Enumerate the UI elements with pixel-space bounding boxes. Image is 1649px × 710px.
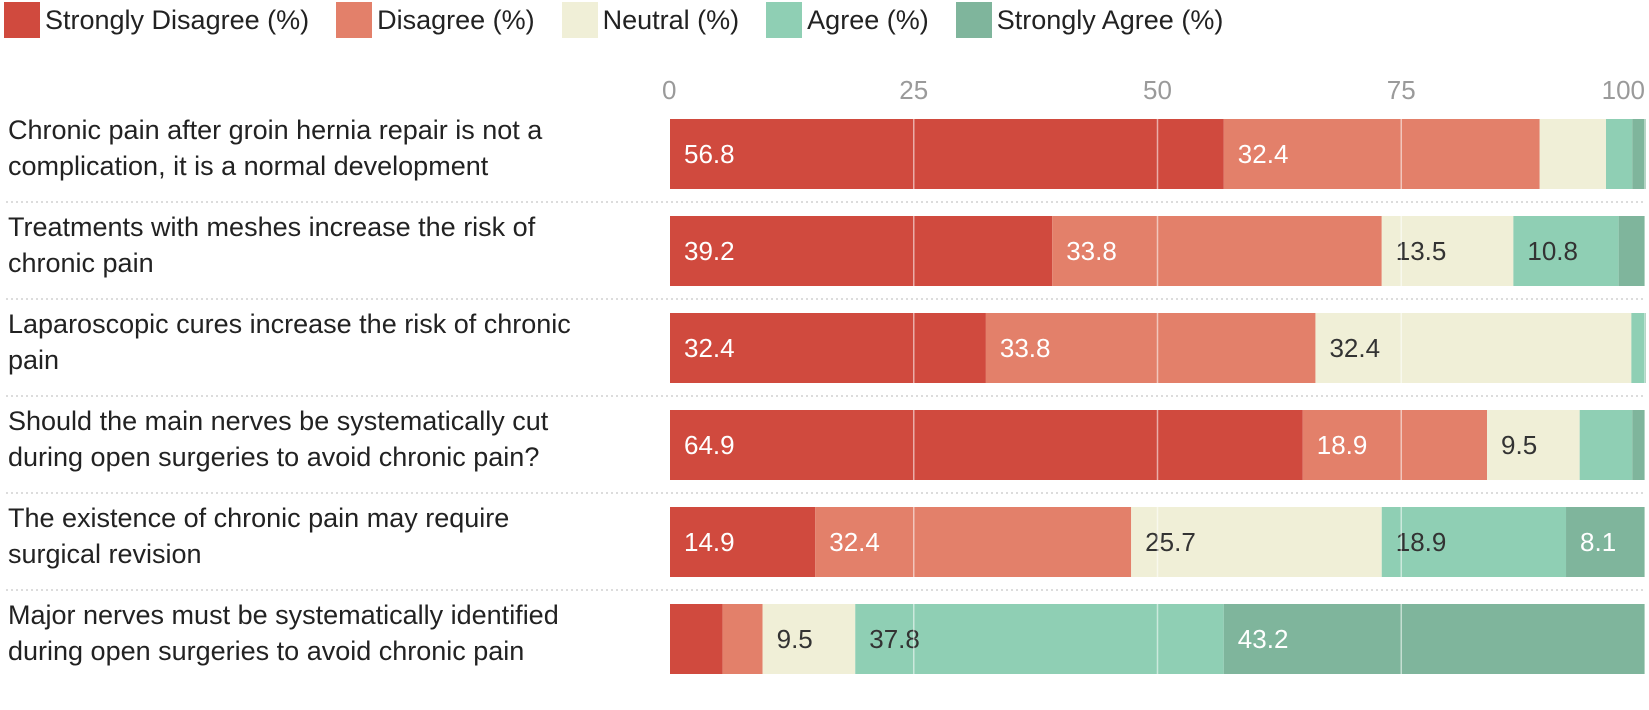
data-label-r6-s4: 37.8 <box>869 624 920 654</box>
question-label-1-line-2: complication, it is a normal development <box>8 151 489 181</box>
data-label-r2-s2: 33.8 <box>1066 236 1117 266</box>
question-label-2-line-1: Treatments with meshes increase the risk… <box>8 212 536 242</box>
bar-segment-r3-s2 <box>985 313 1316 383</box>
data-label-r2-s3: 13.5 <box>1396 236 1447 266</box>
legend-label-disagree: Disagree (%) <box>377 4 535 35</box>
question-label-6: Major nerves must be systematically iden… <box>8 597 648 669</box>
bar-segment-r1-s5 <box>1632 119 1646 189</box>
bar-segment-r5-s4 <box>1381 507 1567 577</box>
legend-swatch-strongly-disagree <box>4 2 40 38</box>
legend-item-strongly-agree: Strongly Agree (%) <box>955 2 1224 38</box>
x-tick-label-25: 25 <box>899 75 928 105</box>
bar-segment-r4-s4 <box>1579 410 1633 480</box>
bar-segment-r6-s3 <box>762 604 856 674</box>
data-label-r1-s1: 56.8 <box>684 139 735 169</box>
legend-label-neutral: Neutral (%) <box>602 4 740 35</box>
question-label-5-line-2: surgical revision <box>8 539 202 569</box>
question-label-4-line-2: during open surgeries to avoid chronic p… <box>8 442 540 472</box>
legend-label-agree: Agree (%) <box>807 4 929 35</box>
data-label-r4-s3: 9.5 <box>1501 430 1537 460</box>
x-tick-label-100: 100 <box>1602 75 1645 105</box>
data-label-r5-s3: 25.7 <box>1145 527 1196 557</box>
bar-segment-r5-s5 <box>1566 507 1645 577</box>
data-label-r5-s2: 32.4 <box>829 527 880 557</box>
data-label-r5-s5: 8.1 <box>1580 527 1616 557</box>
bar-segment-r3-s1 <box>670 313 986 383</box>
data-label-r3-s1: 32.4 <box>684 333 735 363</box>
x-tick-label-0: 0 <box>662 75 676 105</box>
bar-segment-r6-s5 <box>1223 604 1645 674</box>
data-label-r4-s2: 18.9 <box>1317 430 1368 460</box>
bar-segment-r3-s3 <box>1315 313 1632 383</box>
data-label-r3-s2: 33.8 <box>1000 333 1051 363</box>
data-label-r1-s2: 32.4 <box>1238 139 1289 169</box>
legend-item-neutral: Neutral (%) <box>561 2 740 38</box>
legend-item-strongly-disagree: Strongly Disagree (%) <box>4 2 309 38</box>
bar-segment-r4-s1 <box>670 410 1303 480</box>
bar-segment-r5-s1 <box>670 507 816 577</box>
bar-segment-r1-s2 <box>1223 119 1540 189</box>
bar-segment-r3-s4 <box>1631 313 1645 383</box>
legend-item-agree: Agree (%) <box>766 2 929 38</box>
question-label-3: Laparoscopic cures increase the risk of … <box>8 306 648 378</box>
bar-segment-r2-s1 <box>670 216 1053 286</box>
question-label-2-line-2: chronic pain <box>8 248 154 278</box>
bar-segment-r2-s2 <box>1052 216 1382 286</box>
bar-segment-r2-s5 <box>1618 216 1645 286</box>
data-label-r6-s3: 9.5 <box>777 624 813 654</box>
data-label-r5-s1: 14.9 <box>684 527 735 557</box>
question-label-5: The existence of chronic pain may requir… <box>8 500 648 572</box>
question-label-3-line-2: pain <box>8 345 60 375</box>
data-label-r3-s3: 32.4 <box>1329 333 1380 363</box>
question-label-6-line-2: during open surgeries to avoid chronic p… <box>8 636 525 666</box>
question-label-2: Treatments with meshes increase the risk… <box>8 209 648 281</box>
data-label-r5-s4: 18.9 <box>1396 527 1447 557</box>
bar-segment-r2-s3 <box>1381 216 1514 286</box>
bar-segment-r6-s1 <box>670 604 723 674</box>
question-label-3-line-1: Laparoscopic cures increase the risk of … <box>8 309 571 339</box>
bar-segment-r5-s2 <box>815 507 1132 577</box>
data-label-r2-s4: 10.8 <box>1527 236 1578 266</box>
bar-segment-r1-s1 <box>670 119 1224 189</box>
x-tick-label-50: 50 <box>1143 75 1172 105</box>
bar-segment-r6-s2 <box>722 604 763 674</box>
legend: Strongly Disagree (%) Disagree (%) Neutr… <box>4 2 1250 38</box>
bar-segment-r1-s4 <box>1606 119 1633 189</box>
legend-swatch-neutral <box>561 2 598 38</box>
legend-swatch-strongly-agree <box>955 2 992 38</box>
data-label-r6-s5: 43.2 <box>1238 624 1289 654</box>
data-label-r4-s1: 64.9 <box>684 430 735 460</box>
legend-swatch-agree <box>766 2 803 38</box>
bar-segment-r4-s5 <box>1632 410 1645 480</box>
bar-segment-r4-s2 <box>1302 410 1488 480</box>
question-label-4: Should the main nerves be systematically… <box>8 403 648 475</box>
data-label-r2-s1: 39.2 <box>684 236 735 266</box>
question-label-1: Chronic pain after groin hernia repair i… <box>8 112 648 184</box>
question-label-5-line-1: The existence of chronic pain may requir… <box>8 503 510 533</box>
question-label-6-line-1: Major nerves must be systematically iden… <box>8 600 559 630</box>
bar-segment-r2-s4 <box>1513 216 1619 286</box>
bar-segment-r1-s3 <box>1539 119 1606 189</box>
legend-label-strongly-disagree: Strongly Disagree (%) <box>45 4 310 35</box>
question-label-4-line-1: Should the main nerves be systematically… <box>8 406 549 436</box>
question-label-1-line-1: Chronic pain after groin hernia repair i… <box>8 115 543 145</box>
bar-segment-r5-s3 <box>1131 507 1382 577</box>
bar-segment-r6-s4 <box>855 604 1224 674</box>
legend-item-disagree: Disagree (%) <box>336 2 535 38</box>
x-tick-label-75: 75 <box>1387 75 1416 105</box>
legend-swatch-disagree <box>336 2 373 38</box>
legend-label-strongly-agree: Strongly Agree (%) <box>996 4 1224 35</box>
bar-segment-r4-s3 <box>1487 410 1580 480</box>
